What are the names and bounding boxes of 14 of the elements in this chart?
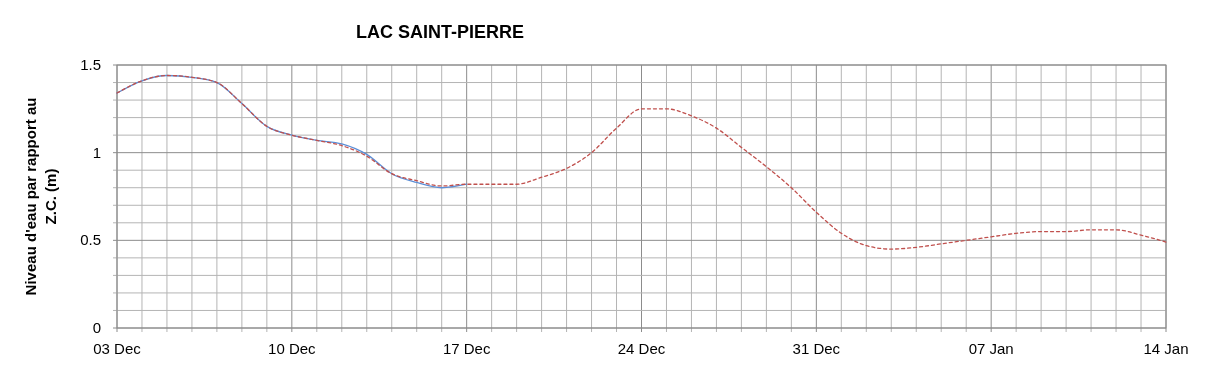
- y-tick-label: 1: [92, 143, 101, 161]
- x-tick-label: 03 Dec: [93, 340, 142, 357]
- y-tick-label: 0: [92, 319, 101, 336]
- line-series: [116, 74, 1167, 250]
- x-tick-label: 17 Dec: [442, 340, 491, 357]
- y-axis-title: Niveau d'eau par rapport au Z.C. (m): [22, 97, 59, 296]
- x-tick-label: 31 Dec: [792, 340, 841, 357]
- x-tick-label: 07 Jan: [968, 340, 1014, 357]
- chart-title: LAC SAINT-PIERRE: [355, 22, 525, 42]
- x-tick-label: 24 Dec: [617, 340, 666, 357]
- y-tick-label: 0.5: [80, 231, 101, 249]
- x-tick-label: 10 Dec: [268, 340, 317, 357]
- x-tick-label: 14 Jan: [1143, 340, 1189, 357]
- y-tick-label: 1.5: [80, 56, 101, 73]
